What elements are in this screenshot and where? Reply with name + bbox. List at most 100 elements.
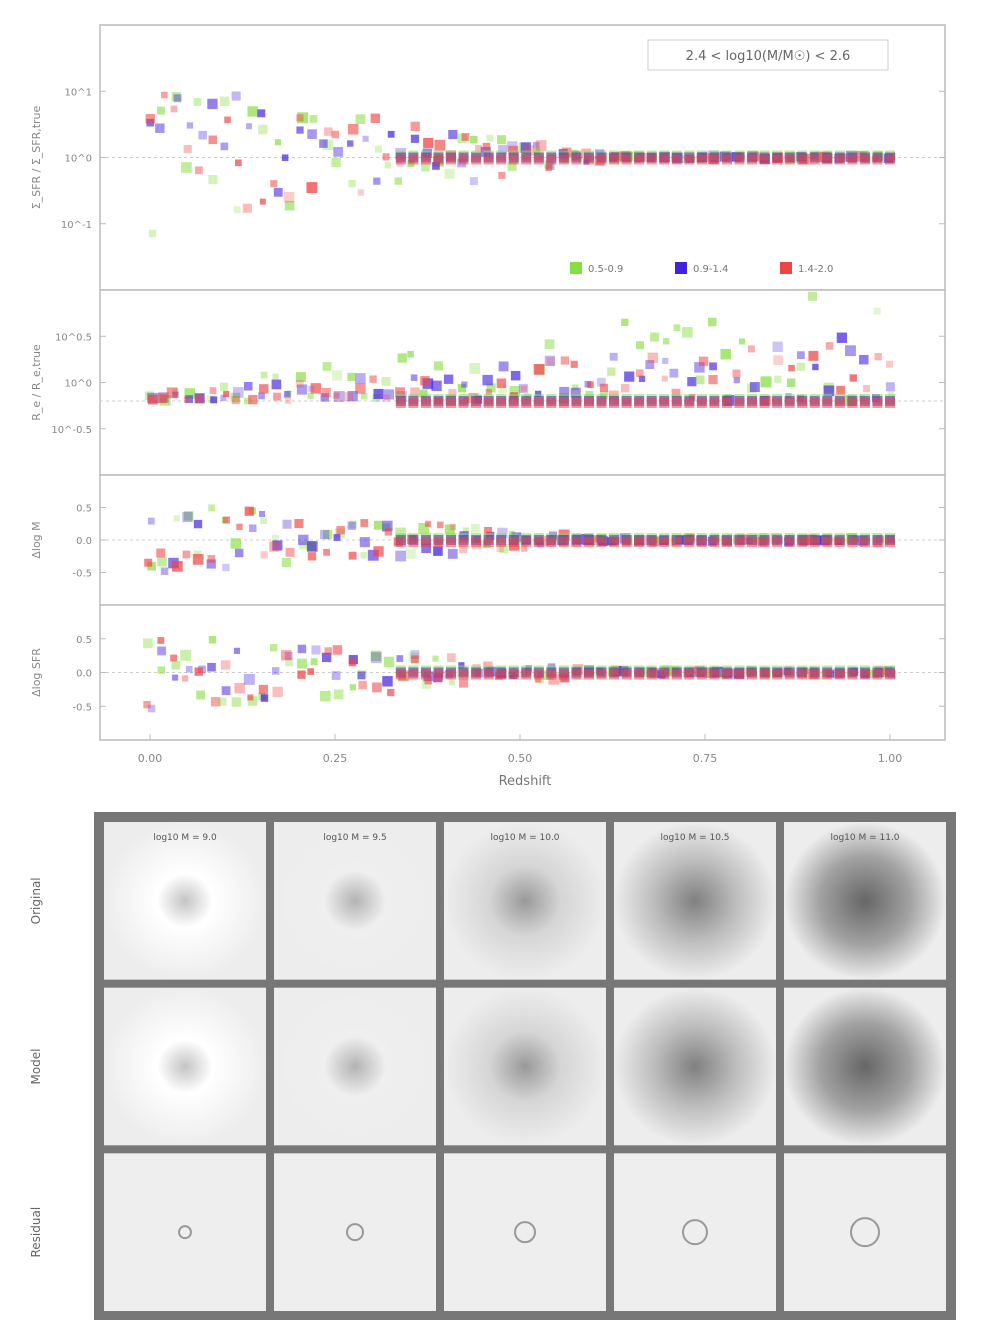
image-cell [104, 1153, 266, 1311]
residual-image [104, 1153, 266, 1311]
data-point [243, 673, 255, 685]
data-point [546, 398, 557, 408]
row-label: Model [29, 1048, 43, 1084]
data-point [885, 669, 895, 680]
data-point [207, 98, 218, 110]
data-point [333, 391, 345, 402]
data-point [461, 133, 470, 141]
data-point [210, 697, 221, 707]
data-point [872, 398, 883, 408]
data-point [734, 154, 745, 165]
data-point [696, 537, 707, 547]
data-point [823, 385, 835, 397]
data-point [157, 637, 165, 644]
data-point [571, 537, 582, 547]
data-point [320, 529, 330, 540]
data-point [560, 356, 570, 365]
data-point [182, 550, 191, 559]
data-point [298, 534, 309, 546]
column-title: log10 M = 11.0 [830, 833, 899, 843]
data-point [646, 398, 657, 408]
data-point [847, 398, 858, 408]
data-point [443, 374, 454, 384]
data-point [347, 140, 354, 147]
data-point [446, 398, 457, 408]
image-cell: log10 M = 9.0 [104, 822, 266, 980]
data-point [834, 537, 845, 547]
data-point [834, 669, 845, 680]
data-point [471, 154, 482, 165]
data-point [885, 398, 895, 408]
data-point [788, 364, 795, 372]
data-point [231, 91, 241, 101]
data-point [571, 154, 582, 165]
column-title: log10 M = 9.0 [153, 833, 217, 843]
data-point [209, 387, 217, 394]
residual-feature [682, 1219, 708, 1246]
data-point [583, 669, 594, 680]
data-point [498, 361, 509, 372]
data-point [431, 380, 442, 392]
data-point [331, 671, 341, 680]
data-point [310, 658, 318, 666]
data-point [349, 684, 356, 691]
data-point [747, 398, 758, 408]
data-point [872, 154, 883, 165]
data-point [508, 537, 519, 547]
data-point [157, 666, 166, 674]
data-point [396, 655, 404, 662]
legend-label: 0.5-0.9 [588, 264, 623, 275]
data-point [738, 338, 746, 345]
data-point [230, 538, 241, 549]
data-point [559, 386, 570, 397]
model-image [784, 987, 946, 1146]
data-point [886, 360, 894, 368]
y-axis-label: Δlog SFR [30, 648, 43, 697]
data-point [296, 384, 308, 395]
residual-feature [178, 1225, 192, 1240]
data-point [721, 154, 732, 165]
residual-image [444, 1153, 606, 1311]
data-point [684, 398, 695, 408]
data-point [807, 291, 817, 301]
data-point [297, 644, 307, 654]
data-point [222, 563, 230, 572]
data-point [772, 154, 783, 165]
residual-image [614, 1153, 776, 1311]
data-point [319, 139, 328, 148]
data-point [634, 398, 645, 408]
data-point [230, 392, 241, 403]
model-image [274, 987, 436, 1146]
data-point [259, 510, 266, 517]
data-point [533, 363, 545, 375]
data-point [533, 669, 544, 680]
data-point [521, 537, 532, 547]
data-point [734, 669, 745, 680]
data-point [523, 145, 534, 156]
data-point [395, 550, 407, 562]
model-image [444, 987, 606, 1146]
data-point [183, 144, 192, 154]
data-point [659, 154, 670, 165]
data-point [186, 122, 194, 129]
data-point [808, 350, 819, 361]
data-point [420, 669, 431, 680]
data-point [331, 130, 340, 139]
data-point [347, 521, 356, 530]
data-point [387, 130, 395, 138]
data-point [521, 154, 532, 165]
data-point [458, 537, 469, 547]
data-point [206, 559, 216, 569]
data-point [395, 527, 406, 539]
data-point [696, 154, 707, 165]
data-point [273, 187, 283, 197]
data-point [572, 384, 579, 391]
data-point [809, 669, 820, 680]
data-point [242, 203, 252, 213]
y-tick-label: 10^0 [65, 379, 92, 390]
data-point [709, 154, 720, 165]
data-point [812, 363, 819, 371]
data-point [358, 680, 367, 690]
image-cell [274, 987, 436, 1146]
residual-feature [514, 1221, 536, 1244]
